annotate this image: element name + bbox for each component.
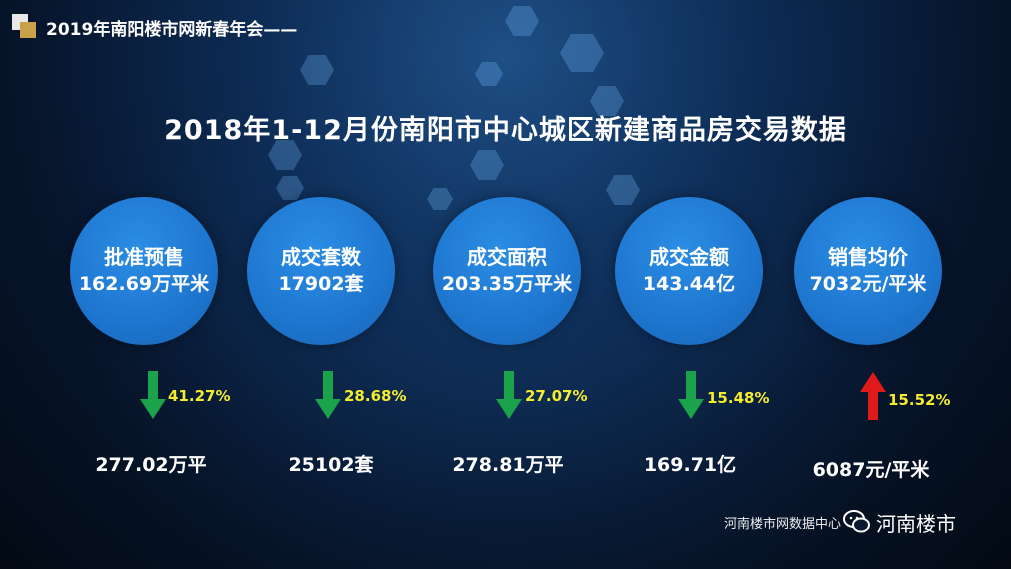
- stat-value: 143.44亿: [642, 273, 736, 295]
- brand-name: 河南楼市: [876, 511, 956, 536]
- stat-circle-area-sold: 成交面积 203.35万平米: [433, 197, 581, 345]
- arrow-down-icon: [315, 371, 341, 419]
- wechat-icon: [843, 510, 870, 533]
- data-source-note: 河南楼市网数据中心: [724, 517, 842, 532]
- stat-label: 成交金额: [649, 245, 729, 269]
- wechat-brand: 河南楼市: [842, 507, 956, 537]
- stat-circle-units-sold: 成交套数 17902套: [247, 197, 395, 345]
- arrow-up-icon: [860, 372, 886, 420]
- stat-label: 成交面积: [467, 245, 547, 269]
- slide-header: 2019年南阳楼市网新春年会——: [12, 14, 297, 40]
- stat-value: 162.69万平米: [78, 273, 210, 295]
- arrow-down-icon: [140, 371, 166, 419]
- stat-circle-approved-presale: 批准预售 162.69万平米: [70, 197, 218, 345]
- previous-value: 169.71亿: [643, 454, 737, 476]
- decor-hexagon: [427, 188, 453, 210]
- stat-label: 成交套数: [281, 245, 361, 269]
- previous-value: 6087元/平米: [812, 459, 930, 481]
- stat-value: 203.35万平米: [441, 273, 573, 295]
- decor-hexagon: [606, 175, 640, 205]
- page-title: 2018年1-12月份南阳市中心城区新建商品房交易数据: [164, 115, 847, 146]
- decor-hexagon: [590, 86, 624, 116]
- stat-label: 销售均价: [828, 245, 908, 269]
- stat-circle-average-price: 销售均价 7032元/平米: [794, 197, 942, 345]
- logo-squares-icon: [12, 14, 38, 40]
- previous-value: 277.02万平: [95, 454, 207, 476]
- previous-value: 25102套: [288, 454, 374, 476]
- change-percent: 15.52%: [888, 391, 951, 409]
- change-percent: 27.07%: [525, 387, 588, 405]
- stat-circle-transaction-amount: 成交金额 143.44亿: [615, 197, 763, 345]
- stat-value: 17902套: [278, 273, 364, 295]
- arrow-down-icon: [496, 371, 522, 419]
- change-percent: 15.48%: [707, 389, 770, 407]
- previous-value: 278.81万平: [452, 454, 564, 476]
- change-percent: 28.68%: [344, 387, 407, 405]
- arrow-down-icon: [678, 371, 704, 419]
- change-percent: 41.27%: [168, 387, 231, 405]
- stat-label: 批准预售: [104, 245, 184, 269]
- header-title: 2019年南阳楼市网新春年会——: [46, 19, 298, 40]
- stat-value: 7032元/平米: [809, 273, 927, 295]
